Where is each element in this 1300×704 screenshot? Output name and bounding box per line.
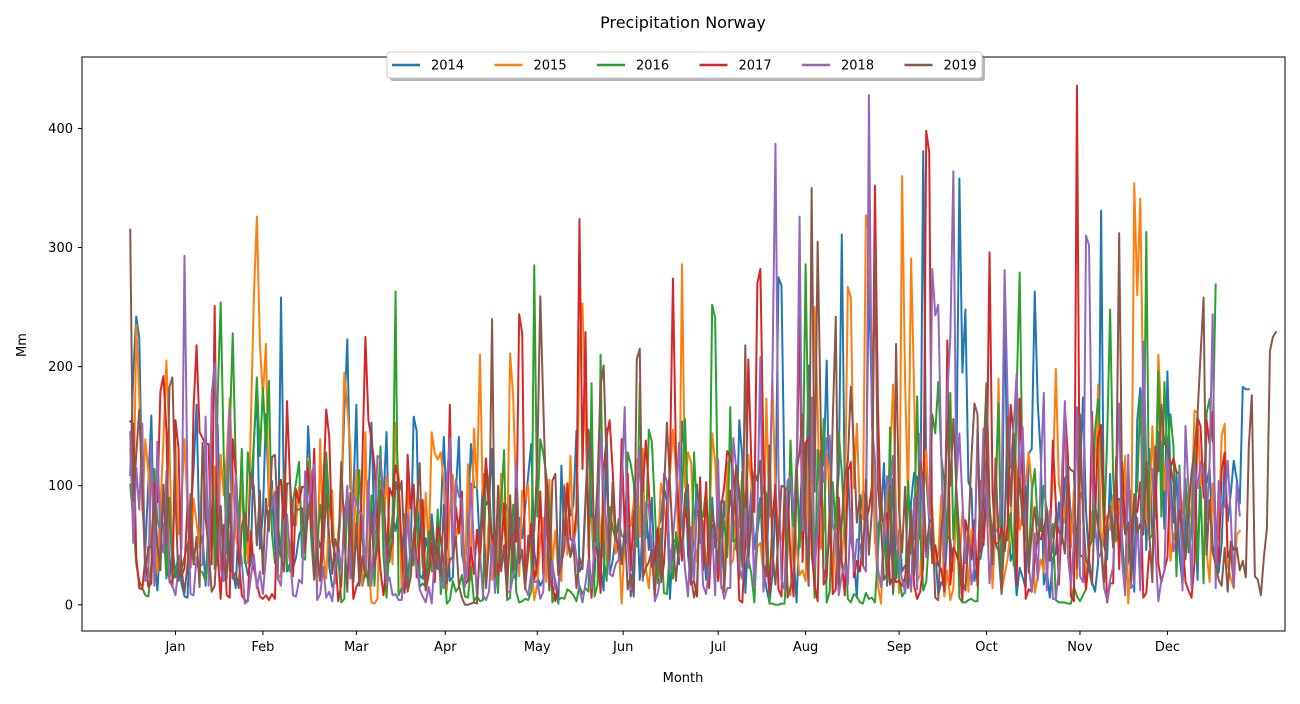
y-tick-label: 200 <box>48 360 73 375</box>
x-tick-label: Dec <box>1155 640 1180 655</box>
y-axis-title: Mm <box>15 333 30 357</box>
legend-label-2018: 2018 <box>841 59 874 74</box>
x-tick-label: Sep <box>887 640 912 655</box>
y-tick-label: 300 <box>48 241 73 256</box>
x-tick-label: Mar <box>344 640 369 655</box>
x-tick-label: Jan <box>164 640 185 655</box>
legend-box <box>386 51 983 79</box>
y-axis: 0 100 200 300 400 <box>48 122 82 613</box>
series-line-2016 <box>129 231 1217 606</box>
x-tick-label: Nov <box>1067 640 1093 655</box>
x-tick-label: Aug <box>793 640 818 655</box>
chart-title: Precipitation Norway <box>600 13 766 32</box>
x-tick-label: Oct <box>975 640 997 655</box>
x-tick-label: Jun <box>612 640 633 655</box>
legend-label-2015: 2015 <box>534 59 567 74</box>
legend-label-2016: 2016 <box>636 59 669 74</box>
legend-items: 2014 2015 2016 2017 2018 2019 <box>392 59 977 74</box>
x-axis: Jan Feb Mar Apr May Jun Jul Aug Sep Oct Nov Dec <box>164 631 1180 655</box>
series-line-2017 <box>128 84 1235 604</box>
x-tick-label: Apr <box>434 640 457 655</box>
legend: 2014 2015 2016 2017 2018 2019 <box>386 51 985 81</box>
x-tick-label: Jul <box>709 640 726 655</box>
series-line-2019 <box>129 187 1278 606</box>
series-layer <box>128 84 1278 606</box>
legend-label-2017: 2017 <box>739 59 772 74</box>
y-tick-label: 400 <box>48 122 73 137</box>
series-line-2018 <box>129 94 1241 605</box>
legend-label-2014: 2014 <box>431 59 464 74</box>
y-tick-label: 100 <box>48 479 73 494</box>
x-axis-title: Month <box>663 671 704 686</box>
y-tick-label: 0 <box>65 598 73 613</box>
x-tick-label: May <box>524 640 551 655</box>
legend-label-2019: 2019 <box>944 59 977 74</box>
x-tick-label: Feb <box>251 640 274 655</box>
